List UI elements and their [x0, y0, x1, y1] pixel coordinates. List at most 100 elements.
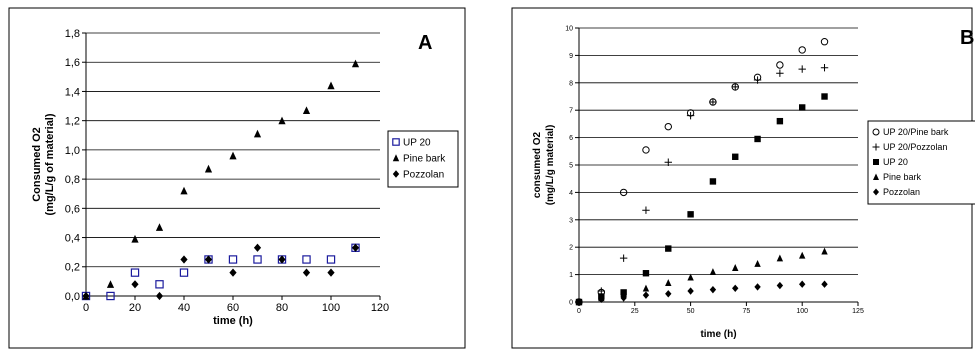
- data-point: [229, 151, 237, 160]
- y-tick-label: 9: [569, 53, 573, 60]
- y-tick-label: 5: [569, 163, 573, 170]
- y-tick-label: 4: [569, 190, 573, 197]
- data-point: [302, 255, 311, 264]
- legend-marker: [392, 138, 400, 146]
- legend-label: Pine bark: [403, 154, 446, 165]
- x-tick-label: 0: [83, 302, 89, 314]
- x-tick-label: 125: [852, 308, 864, 315]
- chart-panel-b: 0 25 50 75 100 125 0 1 2 3 4 5 6 7 8 9 10 time (h) consume…: [511, 7, 975, 349]
- data-point: [228, 255, 238, 264]
- y-tick-label: 10: [565, 26, 573, 33]
- data-point: [820, 64, 829, 72]
- data-point: [327, 81, 335, 90]
- data-point: [754, 135, 761, 143]
- x-tick-label: 50: [687, 308, 695, 315]
- data-point: [278, 255, 286, 264]
- data-point: [253, 243, 262, 252]
- data-point: [664, 158, 672, 166]
- data-point: [687, 287, 694, 295]
- x-tick-label: 120: [371, 302, 389, 314]
- panel-label: B: [960, 27, 974, 49]
- data-point: [106, 291, 115, 301]
- data-point: [776, 61, 784, 69]
- legend-label: Pine bark: [883, 172, 922, 182]
- legend-label: UP 20/Pine bark: [883, 127, 949, 137]
- legend-label: Pozzolan: [403, 170, 444, 181]
- x-tick-label: 80: [276, 302, 288, 314]
- data-point: [642, 291, 650, 299]
- data-point: [180, 186, 188, 195]
- y-tick-label: 1,8: [65, 28, 80, 40]
- data-point: [799, 104, 806, 111]
- data-point: [686, 111, 695, 120]
- data-point: [253, 255, 262, 264]
- data-point: [687, 273, 694, 281]
- y-tick-label: 7: [569, 108, 573, 115]
- data-point: [131, 280, 139, 289]
- legend-marker: [873, 173, 879, 180]
- x-axis-label: time (h): [213, 315, 253, 327]
- data-point: [821, 93, 828, 100]
- data-point: [598, 295, 605, 303]
- panel-label: A: [418, 32, 432, 54]
- data-point: [776, 117, 784, 125]
- y-tick-label: 0,8: [65, 174, 80, 186]
- data-point: [326, 255, 336, 264]
- y-tick-label: 0,0: [65, 291, 80, 303]
- x-tick-label: 40: [178, 302, 190, 314]
- data-point: [619, 254, 628, 262]
- y-tick-label: 2: [569, 245, 573, 252]
- data-point: [776, 69, 784, 77]
- data-point: [732, 153, 739, 160]
- data-point: [664, 122, 672, 131]
- data-point: [709, 98, 717, 106]
- data-point: [642, 284, 650, 292]
- data-point: [327, 268, 335, 277]
- data-point: [821, 280, 828, 288]
- legend-label: Pozzolan: [883, 187, 920, 197]
- data-point: [229, 268, 237, 277]
- legend-marker: [872, 143, 880, 151]
- chart-panel-a: 0 20 40 60 80 100 120 0,0 0,2 0,4 0,6 0,8 1,0 1,2 1,4 1…: [8, 7, 466, 349]
- x-tick-label: 75: [743, 308, 751, 315]
- data-point: [665, 279, 672, 287]
- y-tick-label: 1,4: [65, 86, 80, 98]
- y-tick-label: 0,2: [65, 262, 80, 274]
- data-point: [82, 291, 90, 301]
- data-point: [731, 83, 739, 91]
- legend-marker: [873, 159, 879, 165]
- y-tick-label: 6: [569, 135, 573, 142]
- y-tick-label: 1,6: [65, 57, 80, 69]
- y-axis-label-line1: consumed O2: [532, 132, 543, 199]
- data-point: [732, 264, 739, 271]
- x-tick-label: 25: [631, 308, 639, 315]
- data-point: [204, 164, 213, 173]
- data-point: [687, 211, 694, 218]
- data-point: [821, 247, 828, 255]
- data-point: [180, 255, 188, 264]
- y-tick-label: 0,4: [65, 233, 80, 245]
- legend-label: UP 20: [883, 157, 908, 167]
- data-point: [665, 290, 672, 298]
- x-tick-label: 100: [322, 302, 340, 314]
- data-point: [665, 245, 672, 252]
- data-point: [155, 223, 164, 231]
- data-point: [798, 46, 806, 54]
- y-tick-label: 0,6: [65, 203, 80, 215]
- y-tick-label: 1: [569, 272, 573, 279]
- data-point: [620, 294, 627, 302]
- y-axis-label-line2: (mg/L/g material): [545, 125, 556, 206]
- data-point: [754, 283, 761, 291]
- data-point: [620, 290, 627, 297]
- legend-label: UP 20/Pozzolan: [883, 142, 947, 152]
- data-point: [253, 129, 262, 138]
- y-tick-label: 3: [569, 217, 573, 224]
- legend-marker: [872, 128, 880, 136]
- data-point: [155, 291, 164, 301]
- data-point: [204, 255, 213, 264]
- data-point: [179, 268, 189, 277]
- y-tick-label: 8: [569, 80, 573, 87]
- y-tick-label: 1,2: [65, 116, 80, 128]
- legend-marker: [392, 170, 400, 178]
